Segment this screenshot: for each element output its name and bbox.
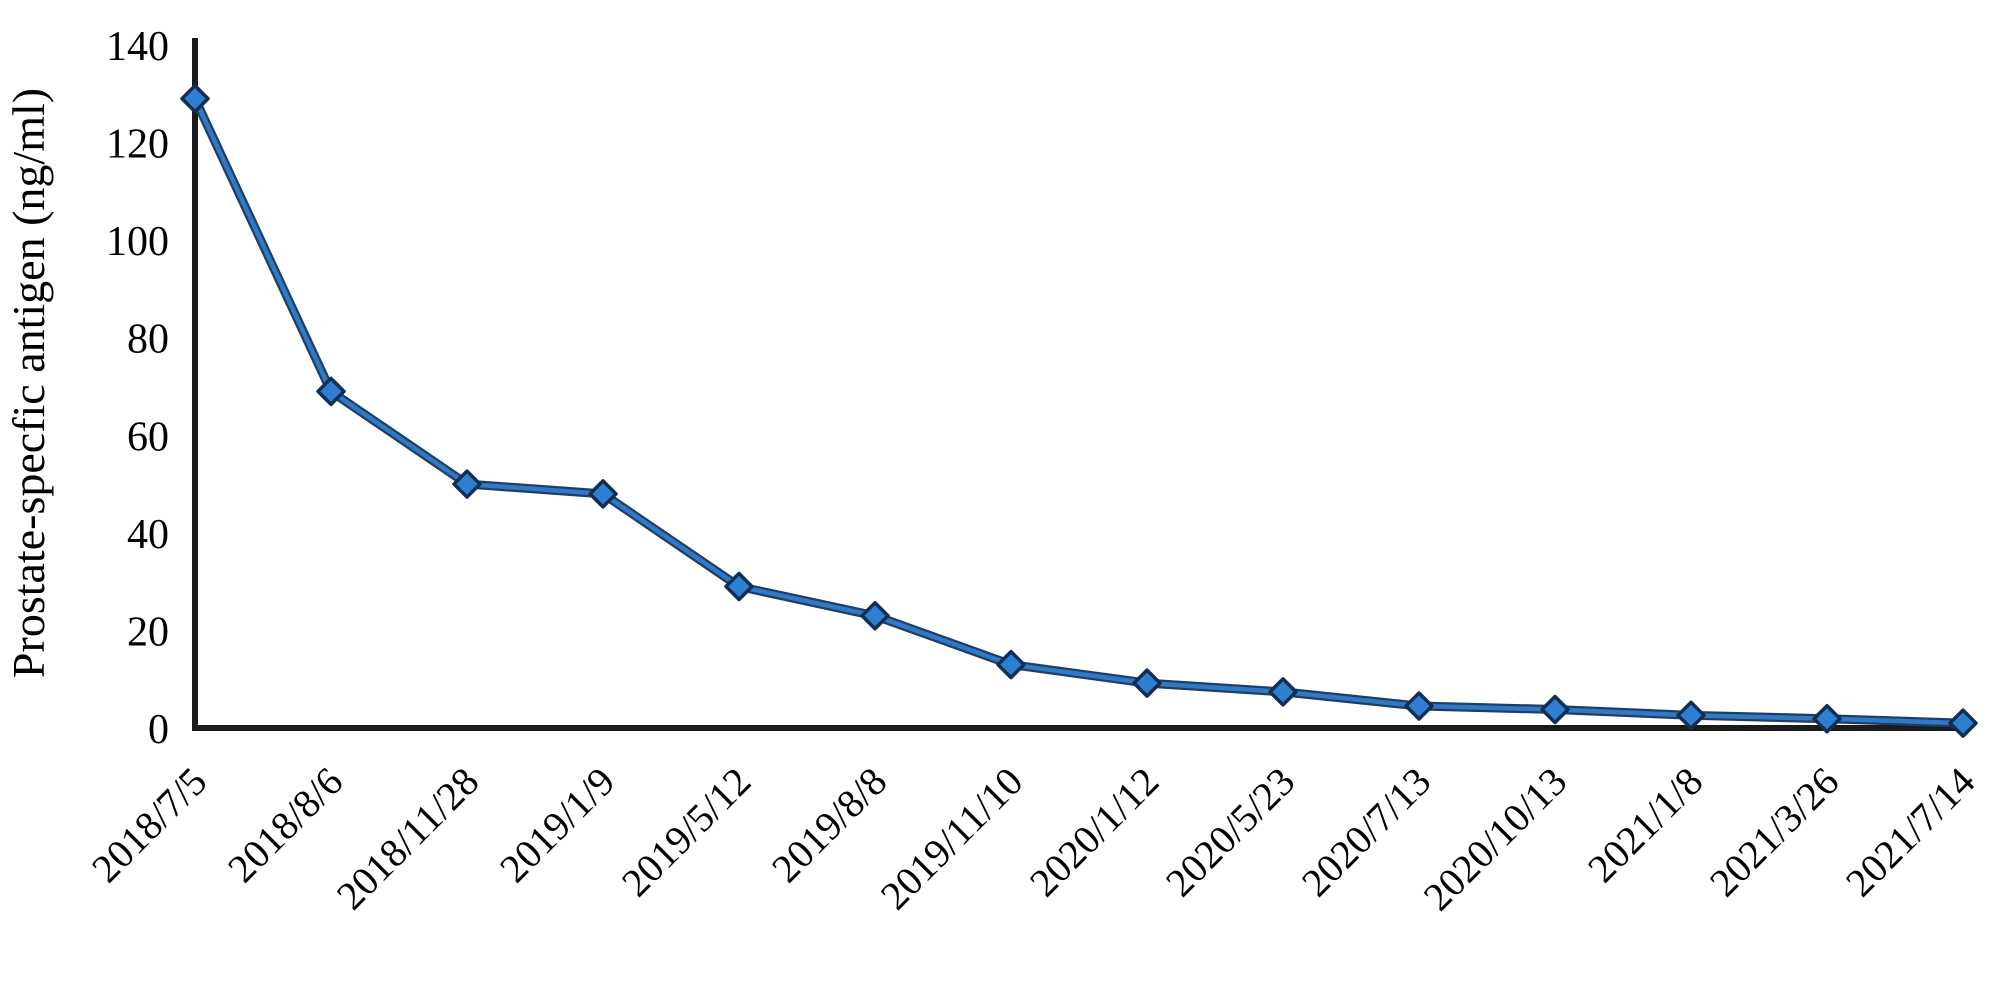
psa-line-outline (190, 94, 1968, 728)
x-tick-label: 2018/8/6 (219, 759, 351, 891)
y-tick-label: 20 (127, 609, 169, 655)
psa-series (180, 83, 1978, 738)
x-tick-label: 2019/8/8 (763, 759, 895, 891)
x-tick-label: 2019/1/9 (491, 759, 623, 891)
x-tick-label: 2021/7/14 (1837, 759, 1984, 906)
data-point-marker (1268, 677, 1298, 707)
data-point-marker (588, 479, 618, 509)
y-tick-label: 100 (106, 219, 169, 265)
data-point-marker (860, 601, 890, 631)
y-tick-label: 60 (127, 414, 169, 460)
data-point-marker (1812, 703, 1842, 734)
data-point-marker (1540, 694, 1570, 725)
data-point-marker (724, 571, 754, 602)
y-axis-title: Prostate-specfic antigen (ng/ml) (3, 88, 54, 678)
y-tick-label: 140 (106, 24, 169, 70)
y-tick-label: 40 (127, 512, 169, 558)
x-tick-label: 2019/5/12 (613, 759, 760, 906)
x-tick-label: 2021/3/26 (1701, 759, 1848, 906)
x-tick-label: 2020/10/13 (1415, 759, 1576, 920)
x-tick-label: 2018/11/28 (328, 759, 488, 919)
x-tick-label: 2020/5/23 (1157, 759, 1304, 906)
data-point-marker (996, 649, 1026, 680)
y-tick-label: 80 (127, 317, 169, 363)
x-tick-label: 2020/7/13 (1293, 759, 1440, 906)
plot-area: 0 20 40 60 80 100 120 140 2018/7/5 2018/8/62018/… (3, 24, 1983, 919)
data-point-marker (316, 376, 346, 407)
x-tick-label: 2020/1/12 (1021, 759, 1168, 906)
data-point-marker (1132, 668, 1162, 698)
data-point-marker (1676, 700, 1706, 731)
data-point-marker (1948, 708, 1978, 738)
x-tick-label: 2021/1/8 (1579, 759, 1711, 891)
data-point-marker (452, 469, 482, 499)
data-point-marker (180, 83, 210, 114)
y-tick-labels: 0 20 40 60 80 100 120 140 (106, 24, 169, 753)
x-tick-label: 2018/7/5 (83, 759, 215, 891)
x-tick-label: 2019/11/10 (872, 759, 1032, 919)
data-point-marker (1404, 691, 1434, 721)
psa-line (192, 96, 1966, 726)
y-tick-label: 120 (106, 122, 169, 168)
y-tick-label: 0 (148, 707, 169, 753)
